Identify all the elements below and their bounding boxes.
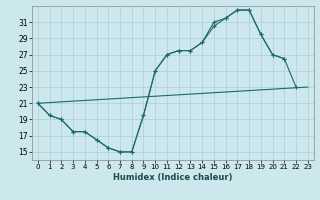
X-axis label: Humidex (Indice chaleur): Humidex (Indice chaleur) <box>113 173 233 182</box>
